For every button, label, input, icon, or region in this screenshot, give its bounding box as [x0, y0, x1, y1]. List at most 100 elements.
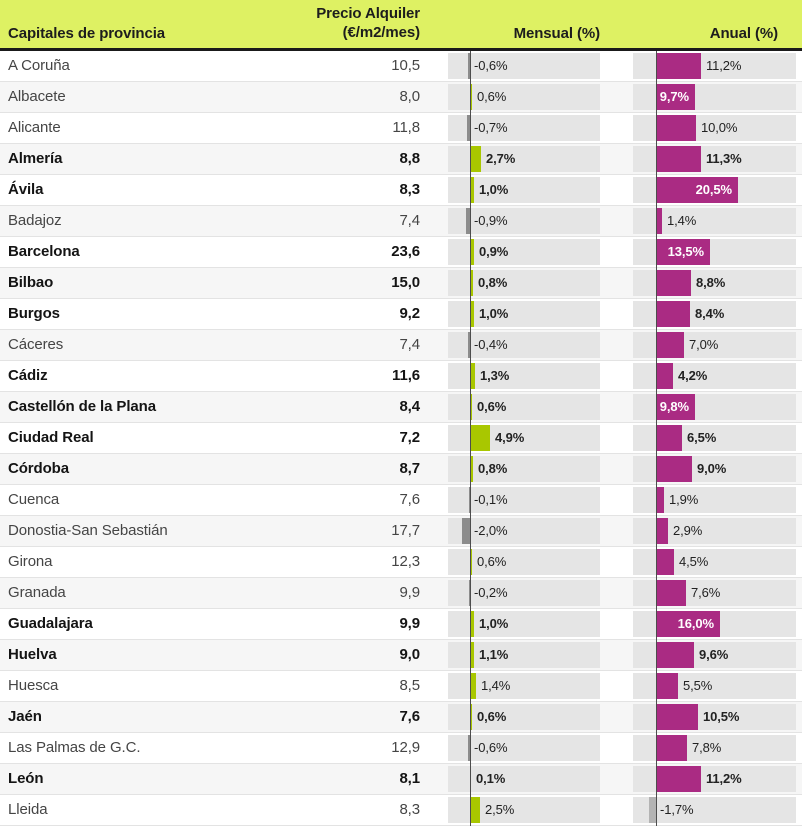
anual-label: 6,5% — [687, 430, 717, 445]
anual-label: 11,3% — [706, 151, 742, 166]
price-value: 23,6 — [391, 243, 420, 260]
table-row: Huesca 8,5 1,4% 5,5% — [0, 671, 802, 702]
mensual-bar — [470, 456, 473, 482]
price-value: 11,8 — [392, 119, 420, 136]
mensual-cell: -0,2% — [448, 580, 600, 606]
anual-label: 9,7% — [659, 89, 689, 104]
anual-label: 5,5% — [683, 678, 713, 693]
mensual-label: 4,9% — [495, 430, 525, 445]
table-row: Guadalajara 9,9 1,0% 16,0% — [0, 609, 802, 640]
mensual-cell: 0,9% — [448, 239, 600, 265]
mensual-cell: 4,9% — [448, 425, 600, 451]
mensual-label: 0,1% — [476, 771, 506, 786]
mensual-cell: 1,3% — [448, 363, 600, 389]
anual-label: 4,2% — [678, 368, 708, 383]
mensual-bar — [470, 146, 481, 172]
mensual-label: 0,6% — [477, 709, 507, 724]
header-precio-line2: (€/m2/mes) — [342, 24, 420, 41]
anual-bar — [656, 549, 674, 575]
mensual-bar — [470, 549, 472, 575]
table-row: Ciudad Real 7,2 4,9% 6,5% — [0, 423, 802, 454]
anual-bar — [656, 518, 668, 544]
mensual-label: -0,9% — [474, 213, 508, 228]
mensual-label: 0,6% — [477, 89, 507, 104]
anual-cell: 1,9% — [633, 487, 796, 513]
table-row: Lleida 8,3 2,5% -1,7% — [0, 795, 802, 826]
mensual-bar — [469, 580, 470, 606]
anual-label: 8,4% — [695, 306, 725, 321]
table-row: Badajoz 7,4 -0,9% 1,4% — [0, 206, 802, 237]
anual-bar — [656, 115, 696, 141]
anual-cell: -1,7% — [633, 797, 796, 823]
mensual-cell: 2,5% — [448, 797, 600, 823]
mensual-label: 1,3% — [480, 368, 510, 383]
price-value: 7,6 — [399, 491, 420, 508]
anual-axis-line — [656, 51, 657, 826]
mensual-cell: -0,7% — [448, 115, 600, 141]
price-value: 17,7 — [391, 522, 420, 539]
city-name: Cáceres — [8, 336, 64, 353]
mensual-cell: 1,0% — [448, 611, 600, 637]
mensual-bar — [470, 363, 475, 389]
mensual-bar — [468, 53, 470, 79]
mensual-cell: -0,6% — [448, 53, 600, 79]
mensual-cell: 0,8% — [448, 270, 600, 296]
table-row: León 8,1 0,1% 11,2% — [0, 764, 802, 795]
city-name: Barcelona — [8, 243, 80, 260]
anual-cell: 11,3% — [633, 146, 796, 172]
price-value: 7,4 — [399, 212, 420, 229]
anual-bar — [649, 797, 656, 823]
city-name: Alicante — [8, 119, 61, 136]
table-row: Granada 9,9 -0,2% 7,6% — [0, 578, 802, 609]
city-name: Huelva — [8, 646, 57, 663]
anual-bar — [656, 425, 682, 451]
table-row: Huelva 9,0 1,1% 9,6% — [0, 640, 802, 671]
anual-bar — [656, 673, 678, 699]
price-value: 8,8 — [399, 150, 420, 167]
mensual-cell: 0,6% — [448, 704, 600, 730]
price-value: 7,6 — [399, 708, 420, 725]
mensual-cell: -0,6% — [448, 735, 600, 761]
table-row: Barcelona 23,6 0,9% 13,5% — [0, 237, 802, 268]
mensual-bar — [467, 115, 470, 141]
mensual-bar — [466, 208, 470, 234]
table-body: A Coruña 10,5 -0,6% 11,2% Albacete 8,0 0… — [0, 51, 802, 826]
table-row: Cádiz 11,6 1,3% 4,2% — [0, 361, 802, 392]
mensual-cell: -0,4% — [448, 332, 600, 358]
mensual-label: -0,1% — [474, 492, 508, 507]
table-row: Alicante 11,8 -0,7% 10,0% — [0, 113, 802, 144]
price-value: 7,4 — [399, 336, 420, 353]
city-name: Ávila — [8, 181, 44, 198]
price-value: 7,2 — [399, 429, 420, 446]
anual-label: 7,8% — [692, 740, 722, 755]
price-value: 8,3 — [399, 801, 420, 818]
mensual-bar — [470, 239, 474, 265]
price-value: 8,3 — [399, 181, 420, 198]
table-row: Las Palmas de G.C. 12,9 -0,6% 7,8% — [0, 733, 802, 764]
anual-cell: 8,8% — [633, 270, 796, 296]
mensual-label: -2,0% — [474, 523, 508, 538]
price-value: 9,2 — [399, 305, 420, 322]
mensual-cell: 1,0% — [448, 301, 600, 327]
mensual-cell: 1,1% — [448, 642, 600, 668]
anual-cell: 5,5% — [633, 673, 796, 699]
city-name: Granada — [8, 584, 66, 601]
anual-cell: 4,2% — [633, 363, 796, 389]
anual-cell: 9,7% — [633, 84, 796, 110]
anual-label: 2,9% — [673, 523, 703, 538]
mensual-bar — [470, 301, 474, 327]
table-row: Cáceres 7,4 -0,4% 7,0% — [0, 330, 802, 361]
anual-bar — [656, 735, 687, 761]
anual-bar — [656, 239, 710, 265]
header-anual: Anual (%) — [709, 25, 778, 42]
anual-label: 9,8% — [659, 399, 689, 414]
anual-bar — [656, 301, 690, 327]
anual-cell: 11,2% — [633, 53, 796, 79]
anual-cell: 2,9% — [633, 518, 796, 544]
mensual-cell: 1,4% — [448, 673, 600, 699]
anual-label: 9,0% — [697, 461, 727, 476]
anual-bar — [656, 208, 662, 234]
city-name: Albacete — [8, 88, 66, 105]
mensual-cell: 0,6% — [448, 549, 600, 575]
table-row: Jaén 7,6 0,6% 10,5% — [0, 702, 802, 733]
